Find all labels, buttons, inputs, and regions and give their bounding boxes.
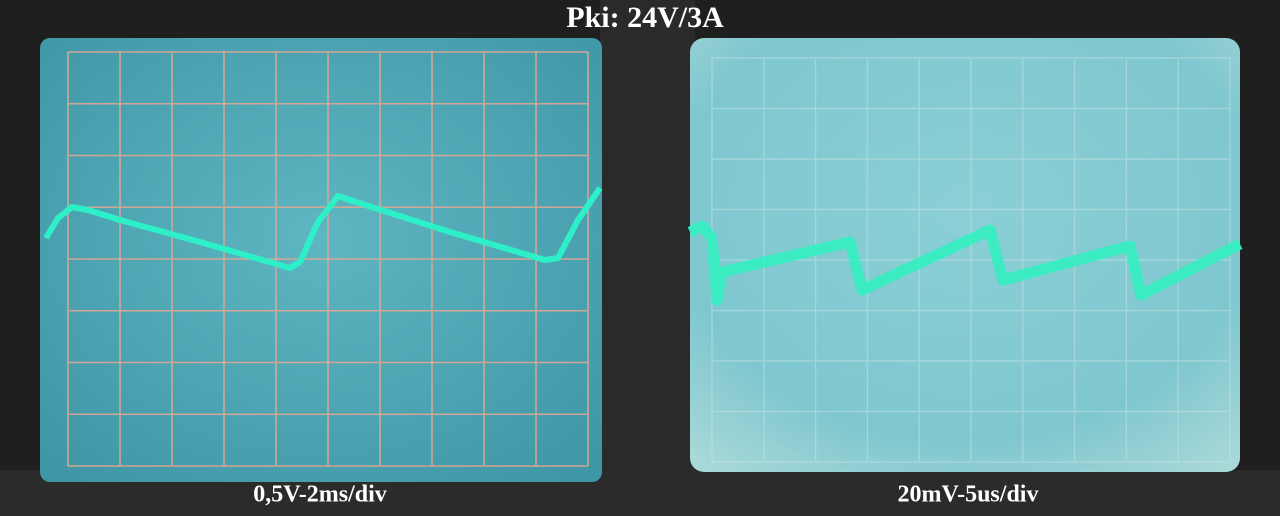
divider [600,0,695,516]
left-screen [40,38,602,482]
title: Pki: 24V/3A [566,1,724,34]
left-caption: 0,5V-2ms/div [253,482,387,508]
left-grid [67,51,589,467]
right-caption: 20mV-5us/div [898,482,1039,508]
right-waveform [687,220,1243,306]
left-waveform [43,186,603,271]
right-grid [711,57,1231,463]
right-screen [690,38,1240,472]
